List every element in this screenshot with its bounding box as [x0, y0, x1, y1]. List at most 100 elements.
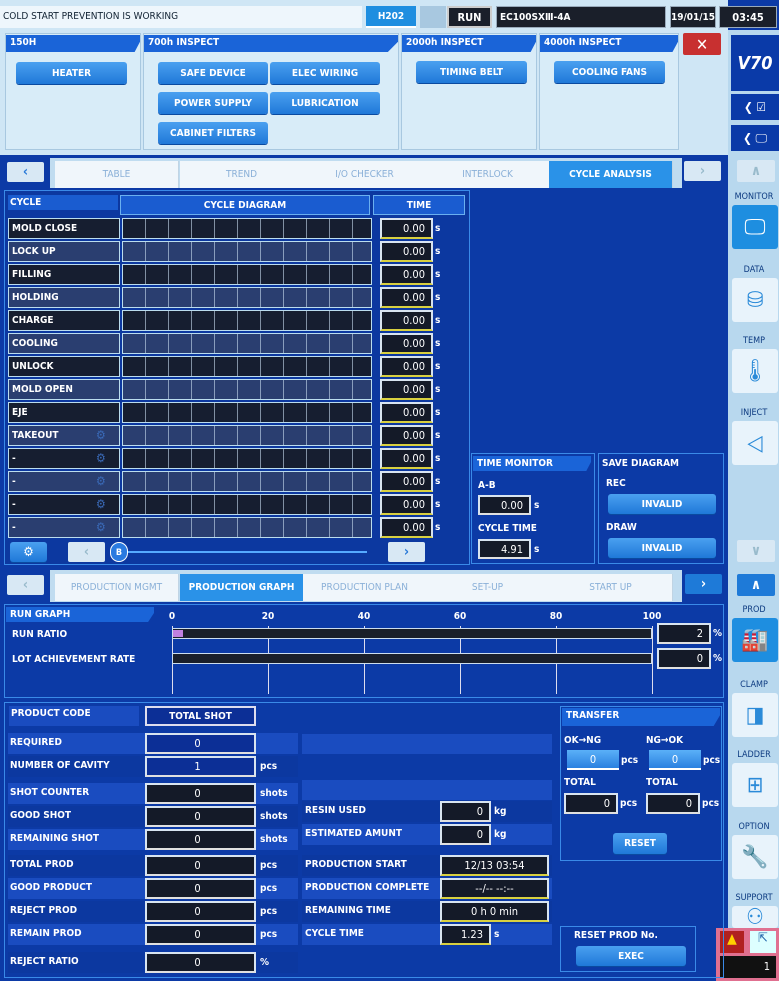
cycle-time-value: 0.00 — [380, 517, 433, 538]
spacer — [420, 6, 446, 28]
checkbox-panel-button[interactable]: ❮ ☑ — [731, 94, 779, 120]
maint-button-elec-wiring[interactable]: ELEC WIRING — [270, 62, 380, 84]
maint-button-cabinet-filters[interactable]: CABINET FILTERS — [158, 122, 268, 144]
reset-prod-title: RESET PROD No. — [574, 930, 658, 941]
tab-start-up[interactable]: START UP — [549, 574, 673, 601]
transfer-total-2: 0 — [646, 793, 700, 814]
cycle-time-unit: s — [435, 223, 441, 234]
alert-box[interactable]: ▲ ⇱ 1 — [716, 928, 779, 981]
tab-production-mgmt[interactable]: PRODUCTION MGMT — [55, 574, 179, 601]
slider-handle-b[interactable]: B — [110, 542, 128, 562]
tab-interlock[interactable]: INTERLOCK — [426, 161, 550, 188]
gear-icon[interactable]: ⚙ — [96, 428, 106, 442]
cycle-time-value: 0.00 — [380, 379, 433, 400]
exec-button[interactable]: EXEC — [576, 946, 686, 966]
sidebar-label-data: DATA — [743, 265, 765, 275]
prod-label: REJECT PROD — [10, 905, 78, 916]
gear-icon[interactable]: ⚙ — [96, 497, 106, 511]
cycle-diagram-row — [122, 333, 372, 354]
tab-production-plan[interactable]: PRODUCTION PLAN — [303, 574, 427, 601]
v70-logo: V70 — [731, 35, 779, 91]
cycle-diagram-header: CYCLE DIAGRAM — [120, 195, 370, 215]
tabs2-next-button[interactable]: › — [685, 574, 722, 594]
gear-settings-button[interactable]: ⚙ — [10, 542, 47, 562]
cycle-time-value: 0.00 — [380, 241, 433, 262]
total-shot-button[interactable]: TOTAL SHOT — [145, 706, 256, 726]
cycle-time-value: 0.00 — [380, 310, 433, 331]
prod-label: TOTAL PROD — [10, 859, 74, 870]
close-button[interactable]: ✕ — [683, 33, 721, 55]
expand-icon[interactable]: ⇱ — [750, 931, 776, 953]
prod-unit: pcs — [260, 761, 278, 772]
cycle-diagram-row — [122, 218, 372, 239]
maint-button-lubrication[interactable]: LUBRICATION — [270, 92, 380, 114]
cycle-diagram-row — [122, 241, 372, 262]
total-label-2: TOTAL — [646, 777, 678, 788]
tab-cycle-analysis[interactable]: CYCLE ANALYSIS — [549, 161, 673, 188]
save-diagram-title: SAVE DIAGRAM — [602, 458, 680, 469]
production-panel — [4, 702, 724, 978]
sidebar-item-prod[interactable]: 🏭 — [732, 618, 778, 662]
transfer-reset-button[interactable]: RESET — [613, 833, 667, 854]
tab-production-graph[interactable]: PRODUCTION GRAPH — [180, 574, 304, 601]
cycle-row-label: EJE — [8, 402, 120, 423]
draw-invalid-button[interactable]: INVALID — [608, 538, 716, 558]
h202-tab[interactable]: H202 — [366, 6, 416, 28]
sidebar-label-monitor: MONITOR — [734, 192, 774, 202]
rec-invalid-button[interactable]: INVALID — [608, 494, 716, 514]
tab-trend[interactable]: TREND — [180, 161, 304, 188]
cycle-diagram-row — [122, 402, 372, 423]
prod-value[interactable]: 1 — [145, 756, 256, 777]
cycle-time-unit: s — [435, 430, 441, 441]
bar-fill — [173, 630, 183, 637]
sidebar-item-temp[interactable]: 🌡 — [732, 349, 778, 393]
maint-section-title: 4000h INSPECT — [540, 35, 678, 52]
sidebar-item-ladder[interactable]: ⊞ — [732, 763, 778, 807]
maint-button-power-supply[interactable]: POWER SUPPLY — [158, 92, 268, 114]
tabs1-prev-button[interactable]: ‹ — [7, 162, 44, 182]
diagram-slider-track[interactable] — [112, 551, 367, 553]
monitor-panel-button[interactable]: ❮ 🖵 — [731, 125, 779, 151]
diagram-scroll-right-button[interactable]: › — [388, 542, 425, 562]
cycle-time-value: 0.00 — [380, 218, 433, 239]
bar-label: LOT ACHIEVEMENT RATE — [12, 654, 136, 665]
sidebar-up-button[interactable]: ∧ — [737, 160, 775, 182]
sidebar-item-inject[interactable]: ◁ — [732, 421, 778, 465]
gear-icon[interactable]: ⚙ — [96, 474, 106, 488]
sidebar-up-button-2[interactable]: ∧ — [737, 574, 775, 596]
cycle-time-unit: s — [435, 246, 441, 257]
tabs1-next-button[interactable]: › — [684, 161, 721, 181]
tick-label: 80 — [549, 611, 563, 622]
sidebar-item-clamp[interactable]: ◨ — [732, 693, 778, 737]
maint-button-safe-device[interactable]: SAFE DEVICE — [158, 62, 268, 84]
tab-set-up[interactable]: SET-UP — [426, 574, 550, 601]
cycle-diagram-row — [122, 310, 372, 331]
sidebar-label-clamp: CLAMP — [740, 680, 768, 690]
tick-label: 0 — [168, 611, 176, 622]
ok-ng-input[interactable]: 0 — [567, 750, 619, 770]
prod-value[interactable]: 0 — [145, 733, 256, 754]
sidebar-item-monitor[interactable]: 🖵 — [732, 205, 778, 249]
sidebar-label-ladder: LADDER — [737, 750, 771, 760]
cycle-row-label: MOLD OPEN — [8, 379, 120, 400]
gear-icon[interactable]: ⚙ — [96, 451, 106, 465]
tick-label: 40 — [357, 611, 371, 622]
row-band — [302, 780, 552, 800]
tabs2-prev-button[interactable]: ‹ — [7, 575, 44, 595]
sidebar-item-option[interactable]: 🔧 — [732, 835, 778, 879]
gear-icon[interactable]: ⚙ — [96, 520, 106, 534]
grid-line — [652, 626, 653, 694]
tab-table[interactable]: TABLE — [55, 161, 179, 188]
sidebar-down-button[interactable]: ∨ — [737, 540, 775, 562]
maint-button-heater[interactable]: HEATER — [16, 62, 127, 84]
maint-button-timing-belt[interactable]: TIMING BELT — [416, 61, 527, 83]
cycle-row-label: - — [8, 471, 120, 492]
diagram-scroll-left-button[interactable]: ‹ — [68, 542, 105, 562]
ng-ok-input[interactable]: 0 — [649, 750, 701, 770]
clock: 03:45 — [719, 6, 777, 28]
cycle-time-unit: s — [435, 453, 441, 464]
maint-button-cooling-fans[interactable]: COOLING FANS — [554, 61, 665, 83]
tab-i-o-checker[interactable]: I/O CHECKER — [303, 161, 427, 188]
sidebar-item-support[interactable]: ⚇ — [732, 905, 778, 930]
sidebar-item-data[interactable]: ⛁ — [732, 278, 778, 322]
